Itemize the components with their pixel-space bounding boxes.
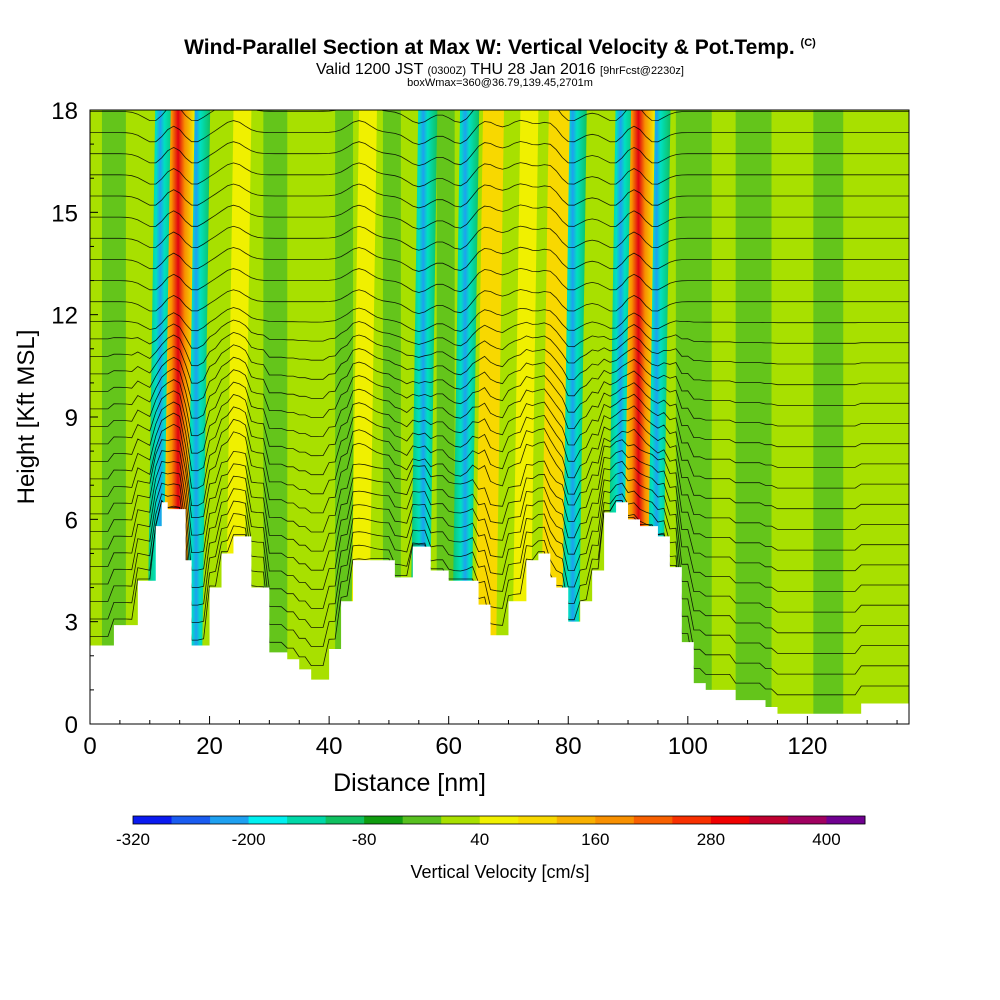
colorbar-tick-label: 280: [697, 830, 725, 849]
theta-contour: [90, 307, 909, 333]
colorbar-swatch: [710, 816, 750, 824]
x-tick-label: 40: [316, 733, 343, 760]
colorbar-swatch: [479, 816, 519, 824]
colorbar-swatch: [402, 816, 442, 824]
theta-contour: [90, 493, 909, 654]
colorbar-swatch: [595, 816, 635, 824]
theta-contour: [90, 368, 909, 427]
theta-contour: [90, 401, 909, 489]
theta-contour: [90, 344, 909, 386]
colorbar: -320 -200 -80 40 160 280 400: [116, 815, 866, 849]
theta-contour: [90, 225, 909, 251]
colorbar-swatch: [672, 816, 712, 824]
theta-contour: [90, 246, 909, 272]
colorbar-label: Vertical Velocity [cm/s]: [410, 862, 590, 882]
y-tick-label: 15: [51, 200, 78, 227]
y-tick-label: 9: [65, 405, 78, 432]
updraft-band: [474, 110, 504, 724]
colorbar-swatch: [556, 816, 596, 824]
x-tick-label: 60: [435, 733, 462, 760]
x-tick-label: 20: [196, 733, 223, 760]
colorbar-swatch: [787, 816, 827, 824]
theta-contour: [90, 438, 909, 551]
x-tick-label: 0: [83, 733, 96, 760]
colorbar-swatch: [325, 816, 365, 824]
theta-contour: [90, 390, 909, 468]
theta-contour: [90, 423, 909, 530]
theta-contour: [90, 331, 909, 367]
forecast-info: [9hrFcst@2230z]: [600, 65, 684, 77]
theta-contour: [90, 449, 909, 572]
axes: 0 20 40 60 80 100 120 0 3 6 9 12 15 18 Distance [nm] He…: [13, 98, 898, 797]
terrain: [90, 502, 909, 724]
y-tick-label: 6: [65, 507, 78, 534]
theta-contour: [90, 110, 909, 124]
colorbar-tick-label: -200: [232, 830, 266, 849]
colorbar-swatch: [210, 816, 250, 824]
theta-contour: [90, 119, 909, 145]
colorbar-swatch: [364, 816, 404, 824]
weak-descent-patch: [101, 110, 126, 724]
weak-descent-patch: [813, 110, 844, 724]
colorbar-swatch: [133, 816, 173, 824]
weak-descent-patch: [735, 110, 772, 724]
colorbar-swatch: [248, 816, 288, 824]
colorbar-tick-label: 160: [581, 830, 609, 849]
theta-contour: [90, 289, 909, 315]
theta-contour: [90, 162, 909, 188]
colorbar-swatch: [287, 816, 327, 824]
colorbar-tick-label: -320: [116, 830, 150, 849]
y-tick-label: 12: [51, 303, 78, 330]
x-tick-label: 100: [668, 733, 708, 760]
updraft-band: [511, 110, 539, 724]
colorbar-swatch: [749, 816, 789, 824]
theta-contour: [90, 412, 909, 510]
theta-contour: [90, 356, 909, 406]
theta-contour: [90, 379, 909, 448]
chart-subtitle-valid: Valid 1200 JST (0300Z) THU 28 Jan 2016 […: [316, 61, 684, 78]
y-axis-label: Height [Kft MSL]: [13, 330, 40, 505]
colorbar-swatch: [826, 816, 866, 824]
y-tick-label: 18: [51, 98, 78, 125]
chart-title: Wind-Parallel Section at Max W: Vertical…: [184, 36, 816, 59]
colorbar-swatch: [171, 816, 211, 824]
theta-contour: [90, 319, 909, 349]
y-tick-label: 0: [65, 712, 78, 739]
colorbar-tick-label: 40: [470, 830, 489, 849]
theta-contour: [90, 267, 909, 293]
theta-contour: [90, 482, 909, 634]
y-tick-label: 3: [65, 610, 78, 637]
colorbar-tick-label: -80: [352, 830, 377, 849]
theta-contour: [90, 141, 909, 167]
colorbar-frame: [132, 815, 866, 825]
x-tick-label: 120: [787, 733, 827, 760]
colorbar-swatch: [518, 816, 558, 824]
chart-subtitle-box: boxWmax=360@36.79,139.45,2701m: [407, 77, 593, 89]
potential-temperature-contours: [90, 110, 909, 696]
x-tick-label: 80: [555, 733, 582, 760]
colorbar-tick-label: 400: [812, 830, 840, 849]
theta-contour: [90, 204, 909, 230]
theta-contour: [90, 183, 909, 209]
theta-contour: [90, 460, 909, 592]
theta-contour: [90, 471, 909, 613]
valid-utc: (0300Z): [427, 65, 467, 77]
colorbar-swatch: [633, 816, 673, 824]
theta-contour: [90, 499, 909, 675]
copyright-mark: (C): [800, 37, 816, 49]
x-axis-label: Distance [nm]: [333, 769, 486, 797]
theta-contour: [90, 499, 909, 696]
colorbar-swatch: [441, 816, 481, 824]
